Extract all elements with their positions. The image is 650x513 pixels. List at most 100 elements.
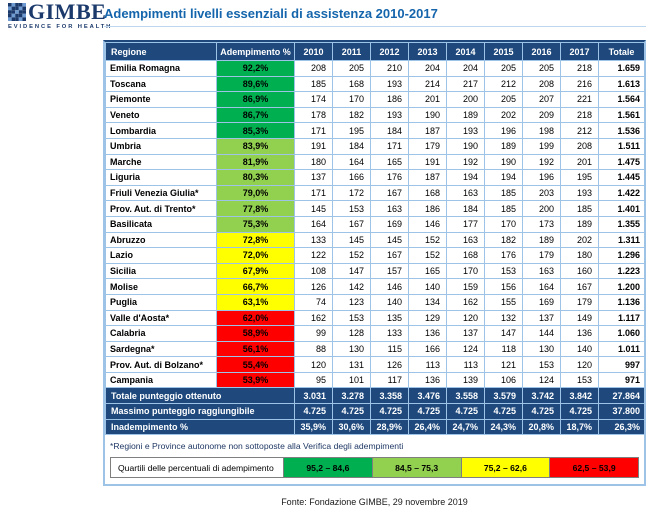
year-value-cell: 108 [294, 262, 333, 280]
year-value-cell: 182 [332, 106, 371, 124]
total-cell: 1.011 [598, 340, 645, 358]
year-value-cell: 216 [560, 75, 599, 93]
year-value-cell: 152 [408, 247, 447, 264]
year-value-cell: 137 [522, 309, 561, 327]
year-value-cell: 153 [560, 371, 599, 389]
total-cell: 971 [598, 371, 645, 389]
year-value-cell: 163 [446, 184, 485, 202]
year-value-cell: 195 [560, 169, 599, 186]
year-value-cell: 152 [332, 247, 371, 264]
table-head: Regione Adempimento % 2010 2011 2012 2013 2014… [105, 42, 645, 61]
summary-value-cell: 24,7% [446, 418, 485, 436]
compliance-percent-cell: 72,8% [216, 231, 295, 249]
year-value-cell: 164 [332, 153, 371, 171]
year-value-cell: 212 [560, 122, 599, 139]
year-value-cell: 185 [484, 200, 523, 217]
summary-value-cell: 18,7% [560, 418, 599, 436]
year-value-cell: 176 [370, 169, 409, 186]
year-value-cell: 126 [370, 356, 409, 373]
year-value-cell: 146 [370, 278, 409, 295]
year-value-cell: 221 [560, 91, 599, 108]
year-value-cell: 166 [332, 169, 371, 186]
compliance-percent-cell: 55,4% [216, 356, 295, 373]
year-value-cell: 167 [370, 247, 409, 264]
compliance-percent-cell: 81,9% [216, 153, 295, 171]
year-value-cell: 136 [408, 325, 447, 342]
year-value-cell: 201 [560, 153, 599, 171]
year-value-cell: 189 [446, 106, 485, 124]
compliance-percent-cell: 53,9% [216, 371, 295, 389]
year-value-cell: 190 [408, 106, 447, 124]
year-value-cell: 163 [522, 262, 561, 280]
region-name-cell: Sardegna* [105, 340, 217, 358]
compliance-percent-cell: 86,7% [216, 106, 295, 124]
year-value-cell: 118 [484, 340, 523, 358]
table-row: Friuli Venezia Giulia* 79,0% 171 172 167 168 1… [105, 184, 645, 202]
region-name-cell: Campania [105, 371, 217, 389]
year-value-cell: 160 [560, 262, 599, 280]
year-value-cell: 184 [370, 122, 409, 139]
summary-value-cell: 26,4% [408, 418, 447, 436]
summary-label-cell: Inadempimento % [105, 418, 295, 436]
year-value-cell: 218 [560, 60, 599, 77]
summary-value-cell: 35,9% [294, 418, 333, 436]
compliance-percent-cell: 85,3% [216, 122, 295, 139]
compliance-percent-cell: 83,9% [216, 137, 295, 155]
year-value-cell: 187 [408, 122, 447, 139]
year-value-cell: 137 [446, 325, 485, 342]
total-cell: 1.136 [598, 293, 645, 311]
year-value-cell: 189 [484, 137, 523, 155]
year-value-cell: 189 [560, 215, 599, 233]
region-name-cell: Calabria [105, 325, 217, 342]
year-value-cell: 101 [332, 371, 371, 389]
compliance-percent-cell: 63,1% [216, 293, 295, 311]
year-value-cell: 191 [294, 137, 333, 155]
year-value-cell: 199 [522, 137, 561, 155]
table-body: Emilia Romagna 92,2% 208 205 210 204 204 205 205… [105, 60, 645, 389]
year-value-cell: 205 [484, 60, 523, 77]
table-row: Sicilia 67,9% 108 147 157 165 170 153 163 160 1.22… [105, 262, 645, 280]
compliance-percent-cell: 75,3% [216, 215, 295, 233]
gimbe-logo: GIMBE EVIDENCE FOR HEALTH [8, 0, 110, 30]
summary-value-cell: 4.725 [522, 403, 561, 420]
year-value-cell: 147 [332, 262, 371, 280]
region-name-cell: Molise [105, 278, 217, 295]
column-header: 2011 [332, 42, 371, 61]
year-value-cell: 164 [294, 215, 333, 233]
year-value-cell: 184 [332, 137, 371, 155]
table-row: Sardegna* 56,1% 88 130 115 166 124 118 130 140 1.0… [105, 340, 645, 358]
year-value-cell: 166 [408, 340, 447, 358]
region-name-cell: Basilicata [105, 215, 217, 233]
year-value-cell: 145 [332, 231, 371, 249]
year-value-cell: 113 [446, 356, 485, 373]
year-value-cell: 133 [370, 325, 409, 342]
table-row: Molise 66,7% 126 142 146 140 159 156 164 167 1.200 [105, 278, 645, 295]
summary-value-cell: 4.725 [370, 403, 409, 420]
table-summary: Totale punteggio ottenuto 3.031 3.278 3.358… [105, 387, 645, 436]
column-header: 2010 [294, 42, 333, 61]
table-row: Prov. Aut. di Bolzano* 55,4% 120 131 126 113 1… [105, 356, 645, 373]
year-value-cell: 167 [560, 278, 599, 295]
year-value-cell: 129 [408, 309, 447, 327]
year-value-cell: 167 [332, 215, 371, 233]
year-value-cell: 153 [332, 309, 371, 327]
year-value-cell: 133 [294, 231, 333, 249]
source-line: Fonte: Fondazione GIMBE, 29 novembre 201… [281, 497, 468, 507]
year-value-cell: 208 [522, 75, 561, 93]
column-header: 2017 [560, 42, 599, 61]
year-value-cell: 189 [522, 231, 561, 249]
column-header: 2014 [446, 42, 485, 61]
summary-value-cell: 28,9% [370, 418, 409, 436]
year-value-cell: 204 [408, 60, 447, 77]
logo-wordmark: GIMBE [28, 0, 107, 24]
year-value-cell: 106 [484, 371, 523, 389]
year-value-cell: 205 [484, 91, 523, 108]
compliance-percent-cell: 62,0% [216, 309, 295, 327]
table-row: Abruzzo 72,8% 133 145 145 152 163 182 189 202 1.31… [105, 231, 645, 249]
year-value-cell: 182 [484, 231, 523, 249]
year-value-cell: 180 [294, 153, 333, 171]
compliance-percent-cell: 77,8% [216, 200, 295, 217]
total-cell: 1.511 [598, 137, 645, 155]
summary-value-cell: 4.725 [408, 403, 447, 420]
